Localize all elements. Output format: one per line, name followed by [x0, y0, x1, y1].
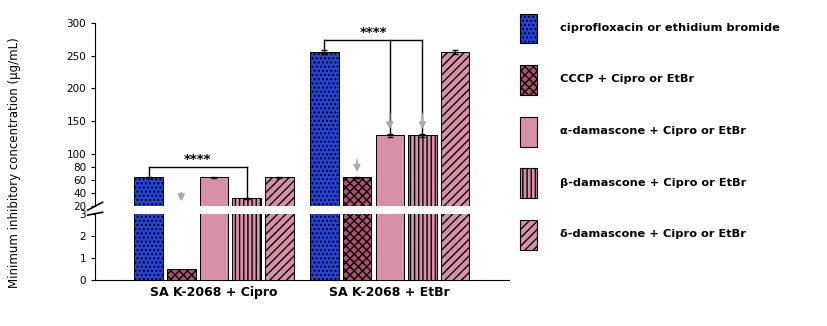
FancyBboxPatch shape [520, 220, 537, 250]
Bar [232, 0, 261, 280]
Text: δ-damascone + Cipro or EtBr: δ-damascone + Cipro or EtBr [560, 230, 746, 239]
Bar [265, 0, 294, 280]
Bar [343, 177, 371, 219]
FancyBboxPatch shape [520, 169, 537, 198]
Bar [441, 0, 470, 280]
FancyBboxPatch shape [520, 117, 537, 147]
FancyBboxPatch shape [520, 14, 537, 43]
Bar [310, 52, 338, 219]
Bar [409, 0, 437, 280]
Bar [409, 136, 437, 219]
Text: ciprofloxacin or ethidium bromide: ciprofloxacin or ethidium bromide [560, 23, 780, 33]
Text: ****: **** [184, 153, 212, 166]
Bar [310, 0, 338, 280]
Bar [375, 136, 404, 219]
Text: β-damascone + Cipro or EtBr: β-damascone + Cipro or EtBr [560, 178, 746, 188]
Bar [134, 177, 163, 219]
Bar [167, 269, 195, 280]
Bar [134, 0, 163, 280]
Bar [343, 0, 371, 280]
Text: CCCP + Cipro or EtBr: CCCP + Cipro or EtBr [560, 74, 694, 84]
Text: Minimum inhibitory concentration (µg/mL): Minimum inhibitory concentration (µg/mL) [8, 37, 22, 289]
Bar [200, 177, 228, 219]
Text: α-damascone + Cipro or EtBr: α-damascone + Cipro or EtBr [560, 126, 746, 136]
Bar [232, 198, 261, 219]
Bar [265, 177, 294, 219]
Text: ****: **** [360, 26, 387, 39]
Bar [375, 0, 404, 280]
Bar [200, 0, 228, 280]
Bar [441, 52, 470, 219]
FancyBboxPatch shape [520, 65, 537, 95]
